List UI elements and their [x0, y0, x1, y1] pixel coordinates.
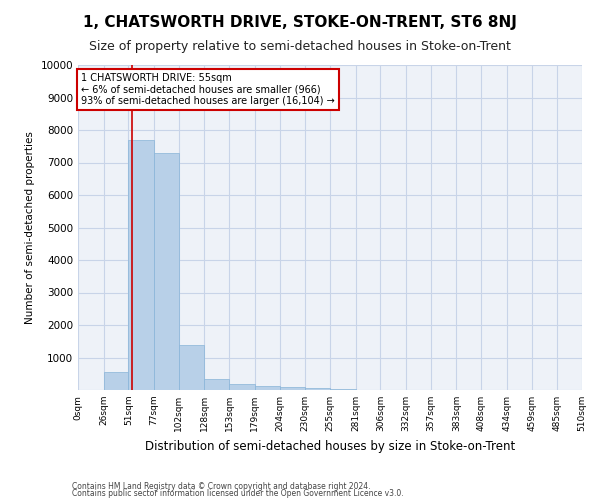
Bar	[154, 153, 179, 390]
Bar	[229, 384, 255, 390]
Text: Size of property relative to semi-detached houses in Stoke-on-Trent: Size of property relative to semi-detach…	[89, 40, 511, 53]
Text: 1 CHATSWORTH DRIVE: 55sqm
← 6% of semi-detached houses are smaller (966)
93% of : 1 CHATSWORTH DRIVE: 55sqm ← 6% of semi-d…	[81, 73, 335, 106]
Bar	[330, 389, 356, 390]
Bar	[179, 346, 205, 390]
Bar	[128, 140, 154, 390]
Bar	[104, 372, 128, 390]
Bar	[255, 386, 280, 390]
Text: Contains public sector information licensed under the Open Government Licence v3: Contains public sector information licen…	[72, 489, 404, 498]
Bar	[280, 387, 305, 390]
Bar	[305, 388, 330, 390]
X-axis label: Distribution of semi-detached houses by size in Stoke-on-Trent: Distribution of semi-detached houses by …	[145, 440, 515, 452]
Text: 1, CHATSWORTH DRIVE, STOKE-ON-TRENT, ST6 8NJ: 1, CHATSWORTH DRIVE, STOKE-ON-TRENT, ST6…	[83, 15, 517, 30]
Text: Contains HM Land Registry data © Crown copyright and database right 2024.: Contains HM Land Registry data © Crown c…	[72, 482, 371, 491]
Bar	[205, 380, 229, 390]
Y-axis label: Number of semi-detached properties: Number of semi-detached properties	[25, 131, 35, 324]
